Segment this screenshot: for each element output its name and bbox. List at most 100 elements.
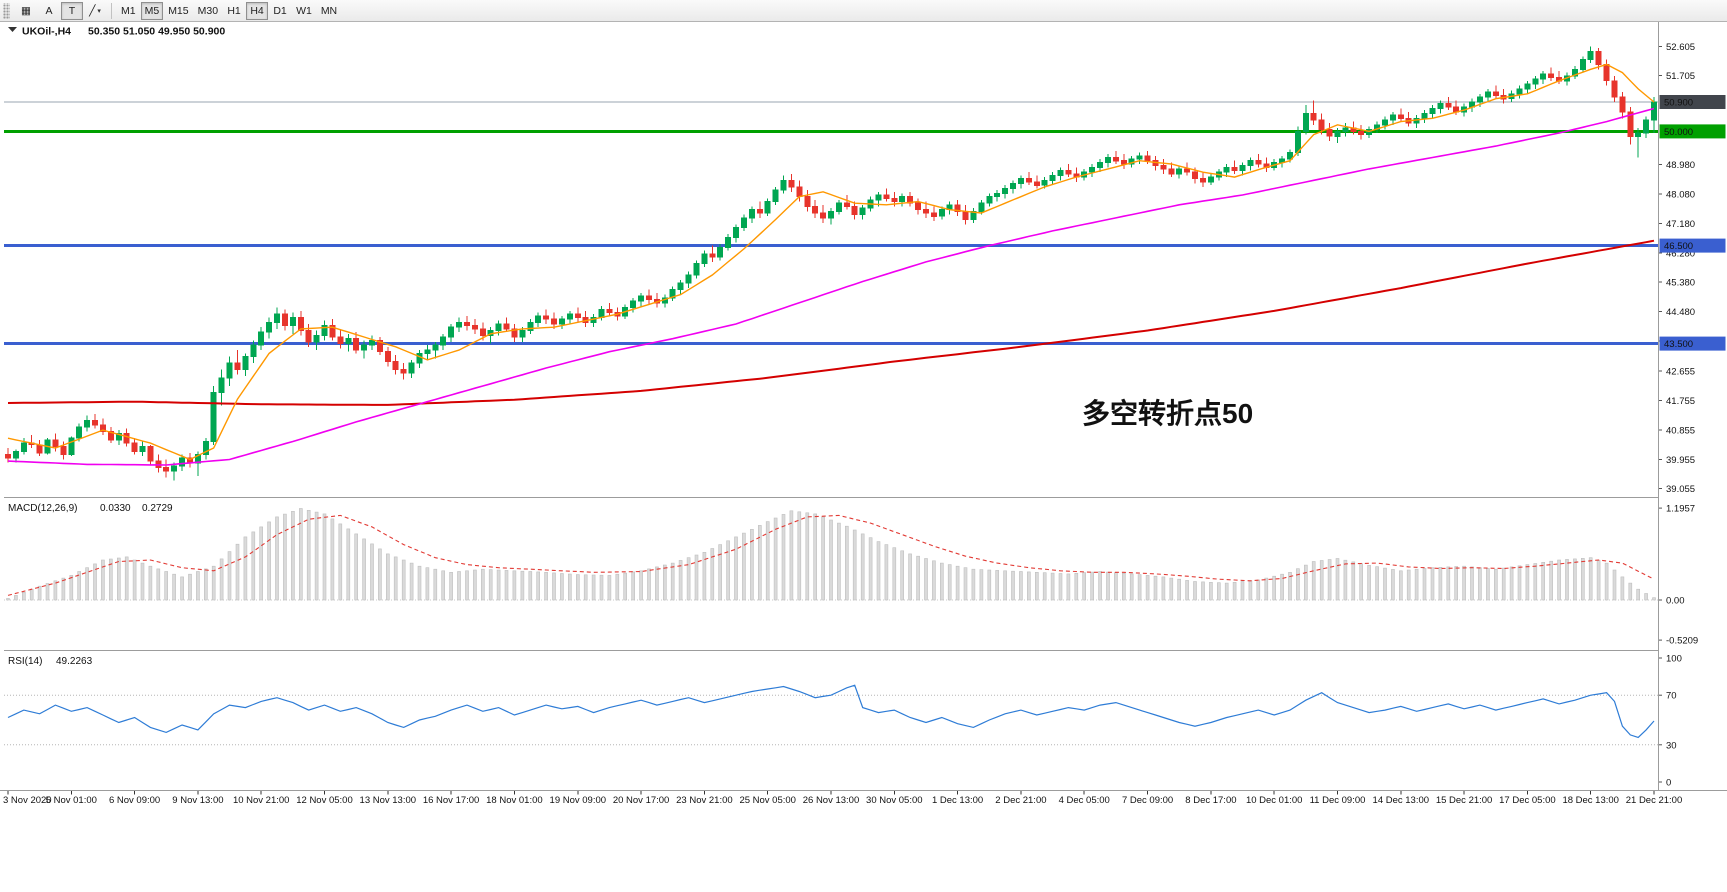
toolbar-button-line-tools[interactable]: ╱ ▾: [84, 2, 106, 20]
candle: [1469, 98, 1475, 112]
timeframe-button-MN[interactable]: MN: [320, 4, 338, 17]
candle: [1334, 128, 1341, 143]
macd-bar: [1557, 559, 1561, 601]
time-axis-label: 9 Nov 13:00: [172, 795, 223, 806]
candle: [1010, 180, 1016, 194]
macd-bar: [1019, 571, 1023, 601]
macd-bar: [1454, 566, 1458, 601]
macd-bar: [1359, 563, 1363, 601]
price-tag-50.000: [1659, 124, 1726, 139]
candle: [163, 459, 170, 478]
macd-bar: [322, 513, 327, 601]
symbol-marker-icon[interactable]: [8, 27, 17, 32]
price-scale-label: 45.380: [1666, 278, 1695, 289]
price-tag-50.900: [1659, 95, 1726, 109]
macd-bar: [1304, 564, 1308, 601]
macd-bar: [101, 559, 105, 601]
macd-bar: [734, 536, 738, 601]
time-axis-label: 13 Nov 13:00: [360, 795, 417, 806]
macd-bar: [1438, 566, 1443, 601]
macd-bar: [140, 562, 145, 601]
candle: [392, 355, 399, 375]
macd-bar: [1288, 571, 1292, 601]
toolbar-drag-handle[interactable]: [3, 2, 10, 19]
timeframe-button-M15[interactable]: M15: [168, 4, 189, 17]
macd-bar: [1106, 571, 1110, 601]
macd-bar: [1533, 563, 1538, 601]
candle: [1397, 108, 1404, 122]
chart-canvas[interactable]: 1.1957 0.00 -0.5209 100 70 30 0 52.605 51.705 4…: [0, 22, 1727, 892]
candle: [1033, 175, 1040, 189]
macd-bar: [338, 523, 343, 601]
toolbar-button-annotate-a[interactable]: A: [38, 2, 60, 20]
macd-bar: [1652, 597, 1656, 601]
macd-bar: [1201, 581, 1205, 601]
macd-bar: [1169, 577, 1174, 601]
price-tag-text: 43.500: [1664, 339, 1693, 350]
price-tag-text: 46.500: [1664, 241, 1693, 252]
candle: [1223, 164, 1230, 178]
macd-bar: [488, 569, 493, 601]
macd-bar: [473, 569, 477, 601]
candle: [1342, 123, 1349, 137]
macd-bar: [757, 525, 762, 601]
macd-bar: [1486, 568, 1490, 601]
candle: [289, 312, 296, 334]
candle: [297, 310, 304, 336]
timeframe-button-H1[interactable]: H1: [227, 4, 241, 17]
macd-bar: [457, 571, 461, 601]
toolbar-button-chart-grid[interactable]: ▦: [15, 2, 37, 20]
price-scale-label: 39.055: [1666, 484, 1695, 495]
candle: [1152, 155, 1159, 171]
candle: [1421, 110, 1428, 124]
macd-bar: [1082, 572, 1086, 601]
timeframe-button-M30[interactable]: M30: [197, 4, 219, 17]
candle: [582, 310, 589, 328]
candle: [1651, 97, 1657, 133]
macd-bar: [742, 532, 746, 601]
price-axis[interactable]: 52.605 51.705 48.980 48.080 47.180 46.280 45.3…: [1658, 42, 1695, 495]
candle: [92, 413, 98, 429]
timeframe-button-D1[interactable]: D1: [273, 4, 287, 17]
macd-bar: [77, 571, 81, 601]
candle: [218, 369, 225, 406]
candle: [1263, 157, 1270, 173]
candle: [527, 319, 534, 334]
macd-bar: [781, 514, 786, 601]
toolbar-button-annotate-t[interactable]: T: [61, 1, 83, 20]
timeframe-button-H4[interactable]: H4: [246, 1, 269, 20]
candle: [1492, 85, 1499, 99]
macd-bar: [639, 570, 643, 601]
candle: [574, 307, 581, 323]
rsi-scale-label: 100: [1666, 654, 1682, 665]
macd-bar: [1644, 593, 1648, 601]
candle: [946, 201, 953, 215]
macd-bar: [124, 556, 129, 601]
price-scale-label: 42.655: [1666, 367, 1695, 378]
candle: [84, 415, 91, 432]
macd-bar: [615, 573, 620, 601]
chart-symbol-label: UKOil-,H4: [22, 26, 71, 38]
macd-bar: [1066, 573, 1071, 601]
price-scale-label: 39.955: [1666, 455, 1695, 466]
timeframe-button-M5[interactable]: M5: [140, 1, 164, 20]
candle: [68, 436, 75, 457]
macd-bar: [1248, 580, 1253, 601]
candle: [155, 454, 162, 473]
ma-mid-magenta-line: [7, 107, 1655, 466]
macd-bar: [1264, 577, 1269, 601]
time-axis-label: 23 Nov 21:00: [676, 795, 733, 806]
macd-bar: [243, 536, 248, 601]
macd-bar: [1311, 561, 1316, 601]
candle: [962, 204, 969, 225]
horizontal-levels-layer[interactable]: [4, 101, 1658, 346]
candle: [828, 208, 834, 225]
macd-bar: [995, 570, 1000, 601]
timeframe-button-W1[interactable]: W1: [296, 4, 312, 17]
macd-bar: [1035, 571, 1039, 601]
candle: [1548, 67, 1555, 81]
candle: [1025, 172, 1032, 186]
timeframe-button-M1[interactable]: M1: [121, 4, 136, 17]
annotation-text[interactable]: 多空转折点50: [1082, 397, 1253, 429]
